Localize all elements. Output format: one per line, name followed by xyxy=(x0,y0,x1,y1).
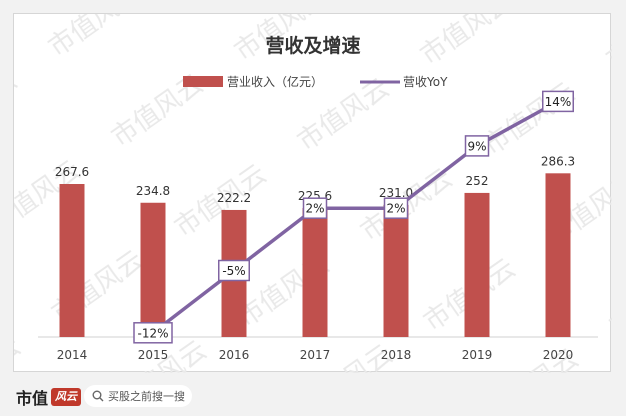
x-tick-2020: 2020 xyxy=(543,348,574,362)
yoy-label-2016: -5% xyxy=(222,264,245,278)
yoy-label-2020: 14% xyxy=(545,95,572,109)
bar-label-2020: 286.3 xyxy=(541,154,575,168)
legend: 营业收入（亿元） 营收YoY xyxy=(183,74,448,89)
search-box[interactable]: 买股之前搜一搜 xyxy=(84,385,192,407)
x-tick-2017: 2017 xyxy=(300,348,331,362)
legend-label-revenue: 营业收入（亿元） xyxy=(227,74,323,89)
legend-swatch-revenue xyxy=(183,76,223,87)
brand-badge: 风云 xyxy=(51,388,82,406)
yoy-label-2019: 9% xyxy=(467,139,486,153)
legend-label-yoy: 营收YoY xyxy=(403,75,448,89)
x-tick-2018: 2018 xyxy=(381,348,412,362)
yoy-label-box-2018 xyxy=(383,197,409,219)
search-text: 买股之前搜一搜 xyxy=(108,390,185,403)
x-tick-layer: 2014 2015 2016 2017 2018 2019 2020 xyxy=(57,348,574,362)
yoy-label-box-2015 xyxy=(133,322,173,344)
yoy-label-2015: -12% xyxy=(137,326,168,340)
x-tick-2014: 2014 xyxy=(57,348,88,362)
yoy-label-box-2016 xyxy=(218,259,250,282)
brand-text: 市值 xyxy=(16,389,49,408)
bar-2017 xyxy=(302,208,328,337)
bar-2015 xyxy=(140,202,166,337)
x-tick-2015: 2015 xyxy=(138,348,169,362)
bar-label-2019: 252 xyxy=(466,174,489,188)
yoy-label-2018: 2% xyxy=(386,202,405,216)
bar-2020 xyxy=(545,173,571,337)
bar-2014 xyxy=(59,184,85,337)
bar-label-2016: 222.2 xyxy=(217,191,251,205)
footer: 市值 风云 买股之前搜一搜 xyxy=(0,380,626,416)
yoy-label-2017: 2% xyxy=(305,202,324,216)
brand-logo: 市值 风云 xyxy=(16,384,82,410)
bar-2018 xyxy=(383,204,409,337)
bar-label-2015: 234.8 xyxy=(136,184,170,198)
x-tick-2016: 2016 xyxy=(219,348,250,362)
bar-label-2014: 267.6 xyxy=(55,165,89,179)
search-icon xyxy=(92,390,104,402)
x-tick-2019: 2019 xyxy=(462,348,493,362)
yoy-label-box-2020 xyxy=(542,90,574,113)
yoy-label-box-2019 xyxy=(464,135,490,157)
yoy-label-box-2017 xyxy=(302,197,328,219)
bar-label-2018: 231.0 xyxy=(379,186,413,200)
yoy-line-layer: -12% -5% 2% 2% 9% 14% xyxy=(133,90,574,344)
bar-2019 xyxy=(464,192,490,337)
chart-title: 营收及增速 xyxy=(265,34,360,57)
